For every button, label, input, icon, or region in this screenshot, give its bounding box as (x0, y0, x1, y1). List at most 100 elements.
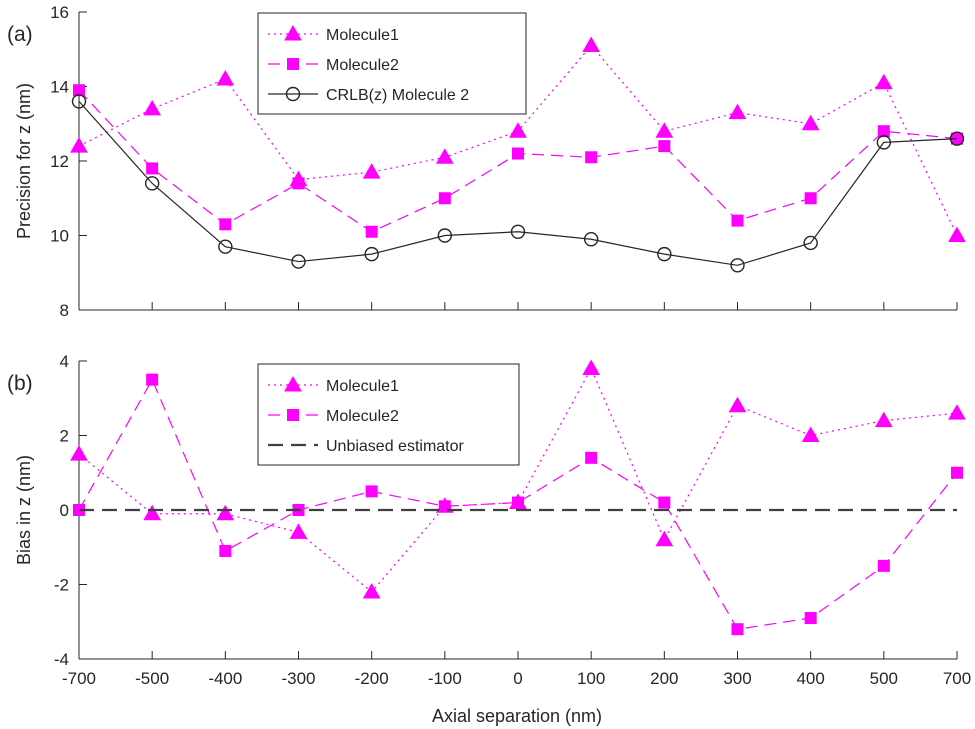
data-point (801, 114, 820, 131)
data-point (143, 504, 162, 521)
y-tick-label: 14 (50, 78, 69, 97)
series-crlb-z-molecule-2 (71, 94, 965, 273)
x-tick-label: 100 (577, 669, 605, 688)
series-molecule2 (73, 84, 963, 238)
y-tick-label: 8 (60, 301, 69, 320)
data-point (438, 500, 451, 513)
legend-marker (287, 58, 299, 70)
series-molecule1 (70, 36, 966, 242)
series-molecule2 (73, 373, 963, 636)
data-point (292, 177, 305, 190)
legend-label: Molecule2 (326, 408, 399, 425)
data-point (582, 36, 601, 53)
data-point (289, 523, 308, 539)
data-point (655, 530, 674, 547)
data-point (801, 426, 820, 442)
data-point (216, 70, 235, 86)
legend-label: CRLB(z) Molecule 2 (326, 87, 469, 104)
data-point (143, 99, 162, 116)
y-axis-label: Precision for z (nm) (14, 83, 34, 239)
data-point (291, 254, 306, 269)
data-point (585, 451, 598, 464)
x-tick-label: -700 (62, 669, 96, 688)
legend: Molecule1 Molecule2 Unbiased estimator (257, 363, 520, 466)
data-point (583, 232, 599, 247)
data-point (731, 214, 744, 227)
data-point (70, 137, 88, 153)
data-point (218, 239, 233, 254)
data-point (948, 226, 966, 242)
x-tick-label: -500 (135, 669, 169, 688)
data-point (365, 225, 378, 238)
series-line (78, 101, 958, 266)
legend-marker (284, 375, 302, 392)
y-tick-label: 10 (50, 227, 69, 246)
y-tick-label: 0 (60, 501, 69, 520)
data-point (509, 122, 527, 138)
data-point (585, 151, 598, 164)
x-axis-label: Axial separation (nm) (432, 706, 602, 726)
data-point (876, 135, 892, 150)
data-point (435, 148, 454, 164)
data-point (804, 612, 817, 625)
data-point (216, 504, 235, 521)
data-point (73, 84, 85, 97)
data-point (877, 125, 890, 138)
x-tick-label: 300 (723, 669, 751, 688)
data-point (731, 623, 744, 636)
y-tick-label: 12 (50, 152, 69, 171)
data-point (730, 258, 745, 273)
data-point (362, 582, 381, 599)
x-tick-label: -300 (281, 669, 315, 688)
data-point (512, 496, 524, 509)
data-point (951, 466, 963, 479)
y-tick-label: 16 (50, 3, 69, 22)
data-point (803, 235, 818, 251)
panel-b: -4 -2 0 2 4 -700 -500 -400 -300 -200 -100 0 100 200 30… (7, 352, 971, 688)
data-point (365, 485, 378, 498)
data-point (582, 359, 601, 375)
panel-label: (b) (7, 372, 33, 395)
data-point (219, 218, 232, 231)
data-point (362, 163, 381, 179)
legend-marker (284, 24, 302, 41)
data-point (219, 544, 232, 557)
y-tick-label: 4 (60, 352, 69, 371)
panel-a: 8 10 12 14 16 Precision for z (nm) (a) Molecule… (7, 3, 966, 320)
data-point (658, 140, 671, 153)
data-point (874, 73, 893, 90)
data-point (948, 404, 966, 420)
x-tick-label: 0 (513, 669, 522, 688)
panel-label: (a) (7, 23, 33, 46)
y-axis-label: Bias in z (nm) (14, 455, 34, 565)
legend-marker (285, 86, 301, 102)
data-point (438, 192, 451, 205)
legend-box (257, 363, 520, 466)
data-point (949, 131, 965, 146)
data-point (70, 445, 88, 461)
data-point (144, 176, 160, 191)
legend-label: Unbiased estimator (326, 438, 465, 455)
legend-label: Molecule1 (326, 378, 399, 395)
data-point (146, 162, 159, 175)
x-tick-label: -400 (208, 669, 242, 688)
x-tick-label: 700 (943, 669, 971, 688)
y-tick-label: -4 (54, 650, 69, 669)
data-point (728, 396, 747, 413)
data-point (877, 559, 890, 572)
x-tick-label: 500 (870, 669, 898, 688)
y-tick-label: 2 (60, 427, 69, 446)
y-tick-label: -2 (54, 576, 69, 595)
x-tick-label: 400 (796, 669, 824, 688)
data-point (146, 373, 159, 386)
data-point (71, 94, 87, 109)
data-point (658, 496, 671, 509)
legend-box (257, 12, 527, 115)
data-point (437, 228, 453, 243)
data-point (728, 103, 747, 120)
x-tick-label: 200 (650, 669, 678, 688)
data-point (655, 122, 674, 138)
legend: Molecule1 Molecule2 CRLB(z) Molecule 2 (257, 12, 527, 115)
legend-marker (287, 409, 299, 421)
